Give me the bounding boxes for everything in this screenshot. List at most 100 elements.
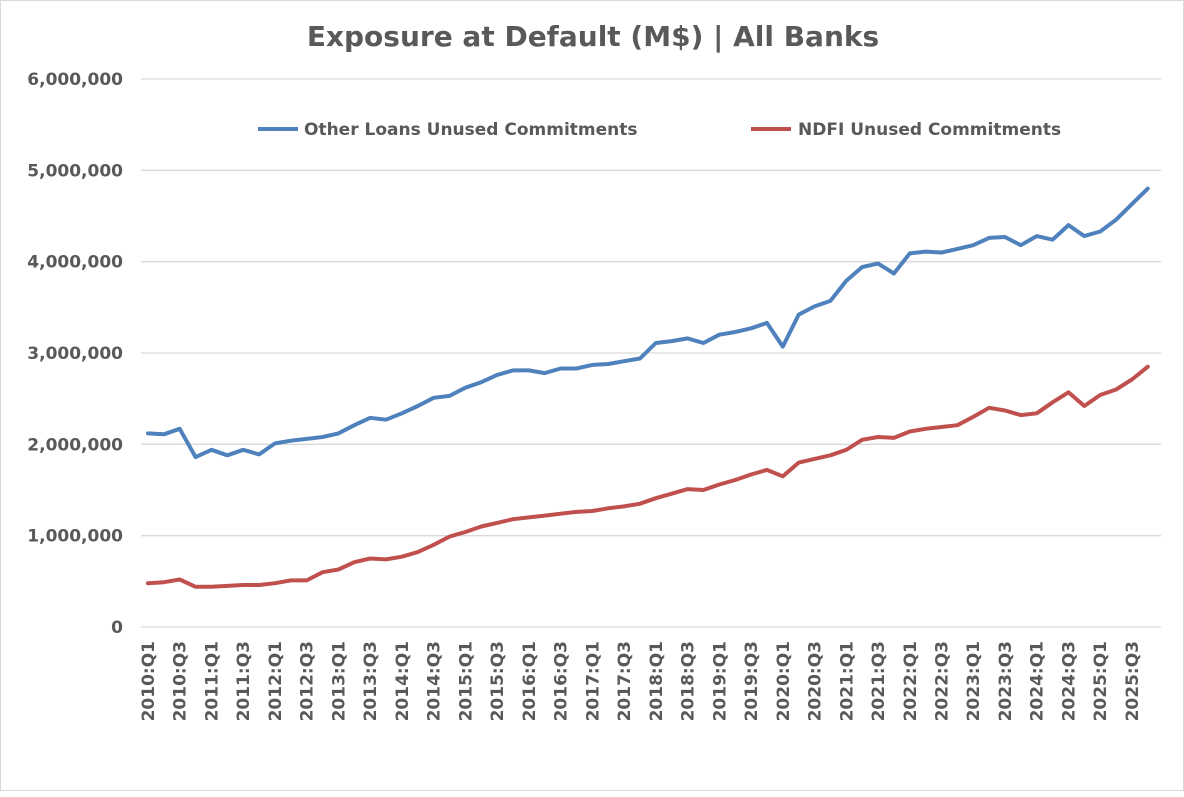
data-point (146, 581, 150, 585)
x-tick-label: 2021:Q3 (869, 641, 889, 721)
data-point (479, 525, 483, 529)
x-tick-label: 2013:Q1 (329, 641, 349, 721)
data-point (749, 326, 753, 330)
data-point (686, 487, 690, 491)
data-point (432, 543, 436, 547)
data-point (955, 423, 959, 427)
data-point (321, 570, 325, 574)
data-point (971, 415, 975, 419)
data-point (908, 430, 912, 434)
data-point (686, 336, 690, 340)
data-point (1130, 202, 1134, 206)
data-point (749, 472, 753, 476)
data-point (892, 436, 896, 440)
data-point (225, 584, 229, 588)
data-point (622, 359, 626, 363)
data-point (559, 512, 563, 516)
x-tick-label: 2014:Q3 (425, 641, 445, 721)
data-point (813, 457, 817, 461)
data-point (765, 468, 769, 472)
data-point (574, 510, 578, 514)
x-tick-label: 2024:Q1 (1028, 641, 1048, 721)
series-line-other-loans (146, 186, 1150, 460)
data-point (1082, 404, 1086, 408)
y-tick-label: 2,000,000 (27, 435, 123, 455)
x-tick-label: 2025:Q1 (1091, 641, 1111, 721)
data-point (654, 341, 658, 345)
data-point (194, 585, 198, 589)
data-point (1019, 413, 1023, 417)
data-point (209, 585, 213, 589)
data-point (955, 247, 959, 251)
data-point (828, 299, 832, 303)
data-point (368, 416, 372, 420)
data-point (1146, 365, 1150, 369)
data-point (463, 386, 467, 390)
data-point (352, 423, 356, 427)
x-tick-label: 2025:Q3 (1123, 641, 1143, 721)
y-axis-tick-labels: 0 1,000,000 2,000,000 3,000,000 4,000,000 5,0… (27, 70, 123, 638)
data-point (527, 368, 531, 372)
data-point (162, 580, 166, 584)
data-point (924, 427, 928, 431)
x-tick-label: 2020:Q1 (774, 641, 794, 721)
gridlines (141, 78, 1161, 628)
data-point (670, 492, 674, 496)
x-tick-label: 2017:Q1 (583, 641, 603, 721)
data-point (892, 272, 896, 276)
data-point (781, 474, 785, 478)
data-point (384, 557, 388, 561)
legend-label-other-loans: Other Loans Unused Commitments (304, 120, 638, 140)
y-tick-label: 5,000,000 (27, 161, 123, 181)
x-tick-label: 2012:Q3 (298, 641, 318, 721)
data-point (289, 439, 293, 443)
data-point (1051, 238, 1055, 242)
data-point (1114, 388, 1118, 392)
data-point (225, 453, 229, 457)
data-point (257, 452, 261, 456)
data-point (844, 279, 848, 283)
data-point (908, 251, 912, 255)
data-point (289, 578, 293, 582)
data-point (384, 418, 388, 422)
data-point (797, 461, 801, 465)
data-point (813, 304, 817, 308)
data-point (860, 265, 864, 269)
x-tick-label: 2010:Q1 (139, 641, 159, 721)
data-point (178, 578, 182, 582)
data-point (400, 411, 404, 415)
data-point (273, 441, 277, 445)
data-point (305, 578, 309, 582)
data-point (1146, 187, 1150, 191)
data-point (1098, 393, 1102, 397)
x-tick-label: 2018:Q1 (647, 641, 667, 721)
data-point (717, 483, 721, 487)
x-tick-label: 2015:Q3 (488, 641, 508, 721)
x-tick-label: 2017:Q3 (615, 641, 635, 721)
data-point (1066, 223, 1070, 227)
data-point (448, 394, 452, 398)
data-point (1019, 243, 1023, 247)
x-axis-tick-labels: 2010:Q1 2010:Q3 2011:Q1 2011:Q3 2012:Q1 2012:… (139, 641, 1143, 721)
data-point (1003, 409, 1007, 413)
data-point (448, 535, 452, 539)
data-point (876, 261, 880, 265)
data-point (654, 496, 658, 500)
data-point (1098, 230, 1102, 234)
data-point (606, 362, 610, 366)
data-point (463, 530, 467, 534)
data-point (352, 560, 356, 564)
x-tick-label: 2016:Q3 (552, 641, 572, 721)
data-point (273, 581, 277, 585)
data-point (701, 488, 705, 492)
y-tick-label: 0 (111, 618, 123, 638)
x-tick-label: 2021:Q1 (837, 641, 857, 721)
data-point (1051, 400, 1055, 404)
data-point (733, 478, 737, 482)
data-point (432, 396, 436, 400)
data-point (590, 363, 594, 367)
chart-title: Exposure at Default (M$) | All Banks (307, 20, 879, 53)
data-point (209, 448, 213, 452)
x-tick-label: 2014:Q1 (393, 641, 413, 721)
data-point (178, 427, 182, 431)
